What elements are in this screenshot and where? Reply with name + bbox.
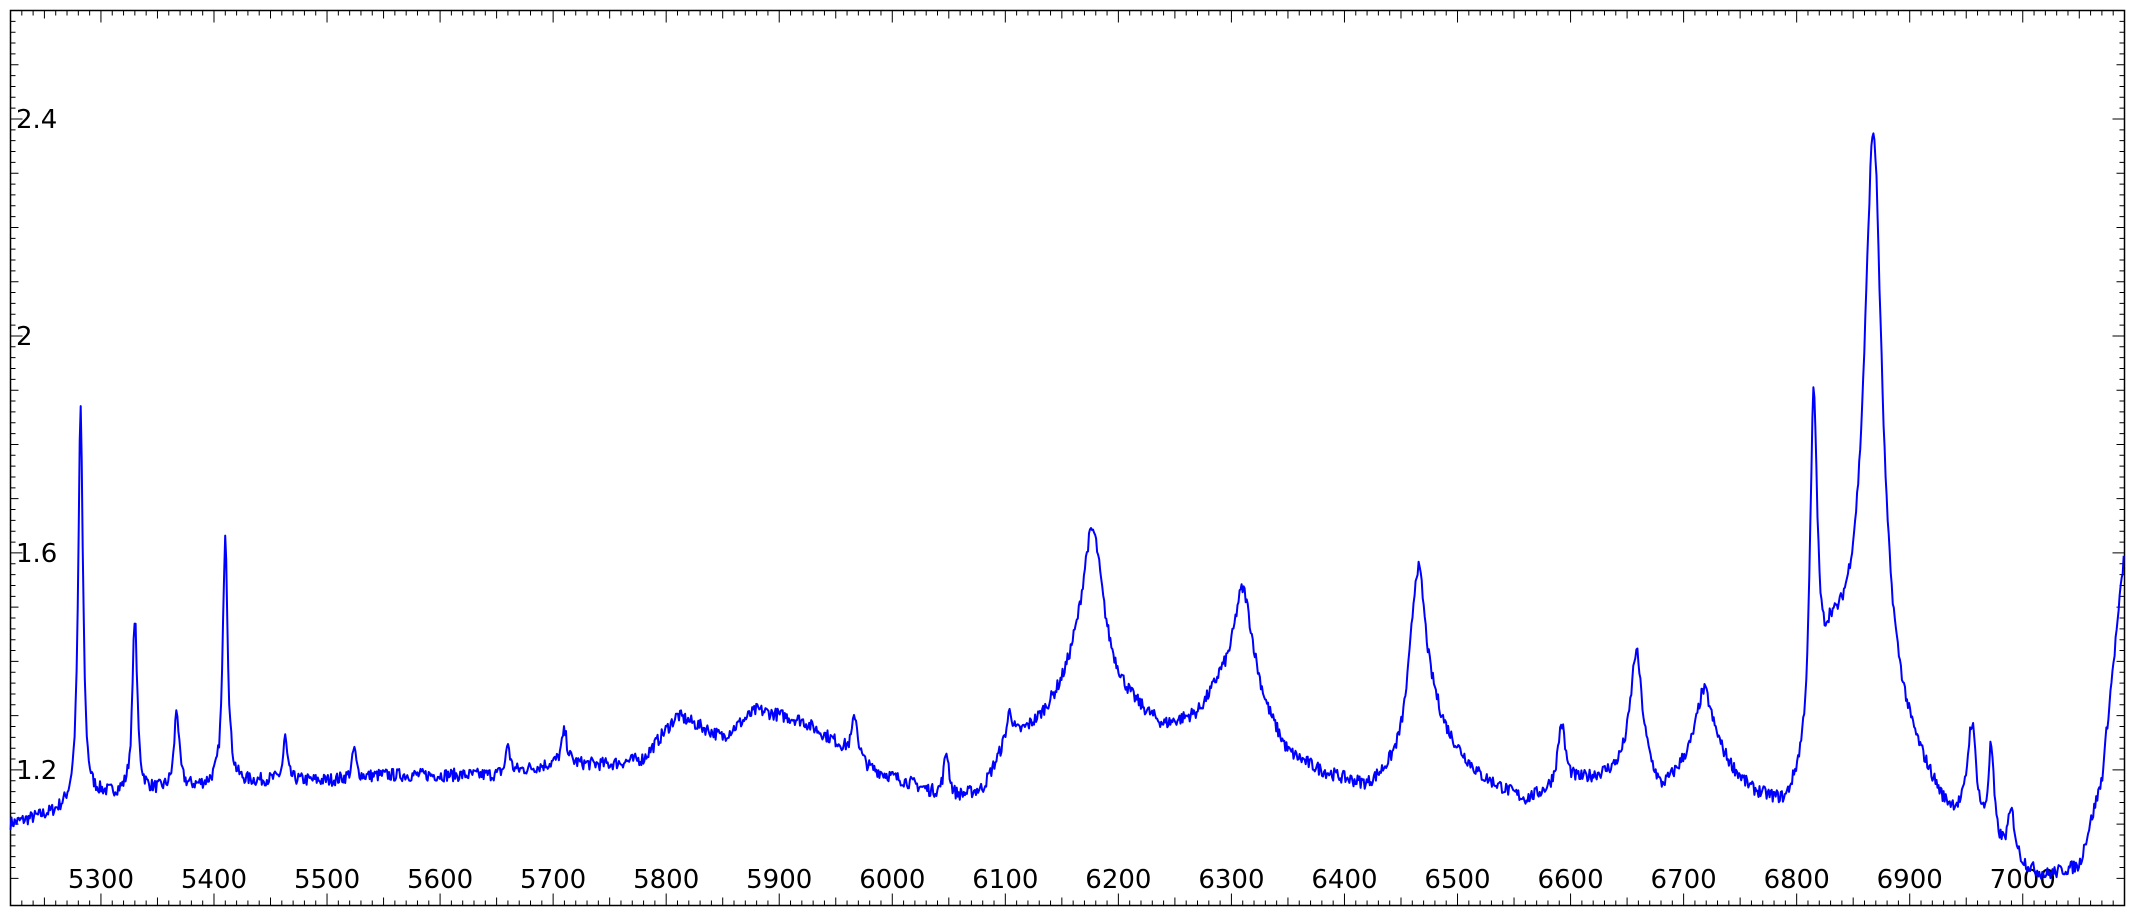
- minor-tick-marks: [10, 10, 2125, 906]
- x-tick-label: 6600: [1537, 865, 1603, 895]
- x-tick-label: 5900: [746, 865, 812, 895]
- x-tick-label: 6300: [1198, 865, 1264, 895]
- x-tick-label: 6000: [859, 865, 925, 895]
- y-tick-label: 1.2: [16, 756, 57, 786]
- series-layer: [9, 132, 2125, 880]
- x-tick-label: 6500: [1424, 865, 1490, 895]
- x-tick-label: 6400: [1311, 865, 1377, 895]
- x-tick-label: 7000: [1990, 865, 2056, 895]
- x-tick-label: 6800: [1764, 865, 1830, 895]
- y-tick-label: 1.6: [16, 539, 57, 569]
- x-tick-label: 5300: [68, 865, 134, 895]
- y-tick-label: 2.4: [16, 105, 57, 135]
- x-tick-label: 5500: [294, 865, 360, 895]
- plot-frame: [9, 9, 2126, 907]
- spectrum-line: [9, 132, 2125, 880]
- x-tick-label: 5400: [181, 865, 247, 895]
- y-tick-label: 2: [16, 322, 33, 352]
- axis-ticks: [10, 10, 2125, 906]
- x-tick-label: 5700: [520, 865, 586, 895]
- x-tick-label: 5800: [633, 865, 699, 895]
- x-tick-label: 6100: [972, 865, 1038, 895]
- x-tick-label: 6900: [1877, 865, 1943, 895]
- x-tick-label: 6200: [1085, 865, 1151, 895]
- x-tick-label: 6700: [1651, 865, 1717, 895]
- x-tick-label: 5600: [407, 865, 473, 895]
- tick-labels: 5300 5400 5500 5600 5700 5800 5900 6000 6100 6200…: [16, 105, 2056, 895]
